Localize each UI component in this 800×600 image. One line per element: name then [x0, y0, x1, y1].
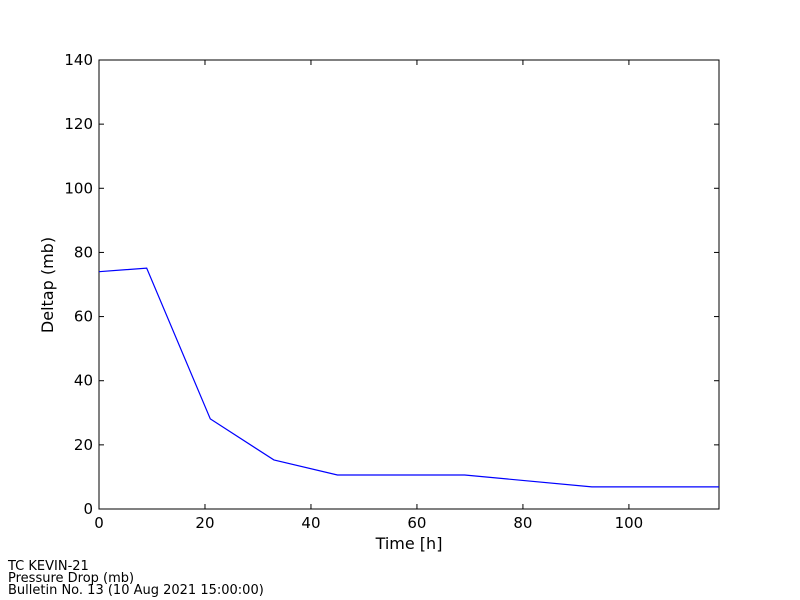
footer-note: TC KEVIN-21	[7, 559, 89, 574]
y-tick-label: 140	[64, 51, 93, 69]
y-axis-label: Deltap (mb)	[38, 237, 57, 333]
data-line	[98, 267, 719, 488]
y-tick-label: 40	[74, 372, 93, 390]
footer-note: Pressure Drop (mb)	[8, 571, 134, 586]
footer-note: Bulletin No. 13 (10 Aug 2021 15:00:00)	[8, 583, 264, 598]
x-axis-label: Time [h]	[375, 534, 443, 553]
x-tick-label: 60	[407, 514, 426, 532]
y-tick-label: 20	[74, 436, 93, 454]
y-tick-label: 60	[74, 308, 93, 326]
x-tick-label: 40	[301, 514, 320, 532]
x-tick-label: 20	[195, 514, 214, 532]
x-tick-label: 80	[513, 514, 532, 532]
y-tick-label: 80	[74, 243, 93, 261]
x-tick-label: 100	[615, 514, 644, 532]
plot-frame	[98, 59, 720, 510]
y-tick-label: 120	[64, 115, 93, 133]
y-tick-label: 0	[83, 500, 93, 518]
x-tick-label: 0	[94, 514, 104, 532]
y-tick-label: 100	[64, 179, 93, 197]
